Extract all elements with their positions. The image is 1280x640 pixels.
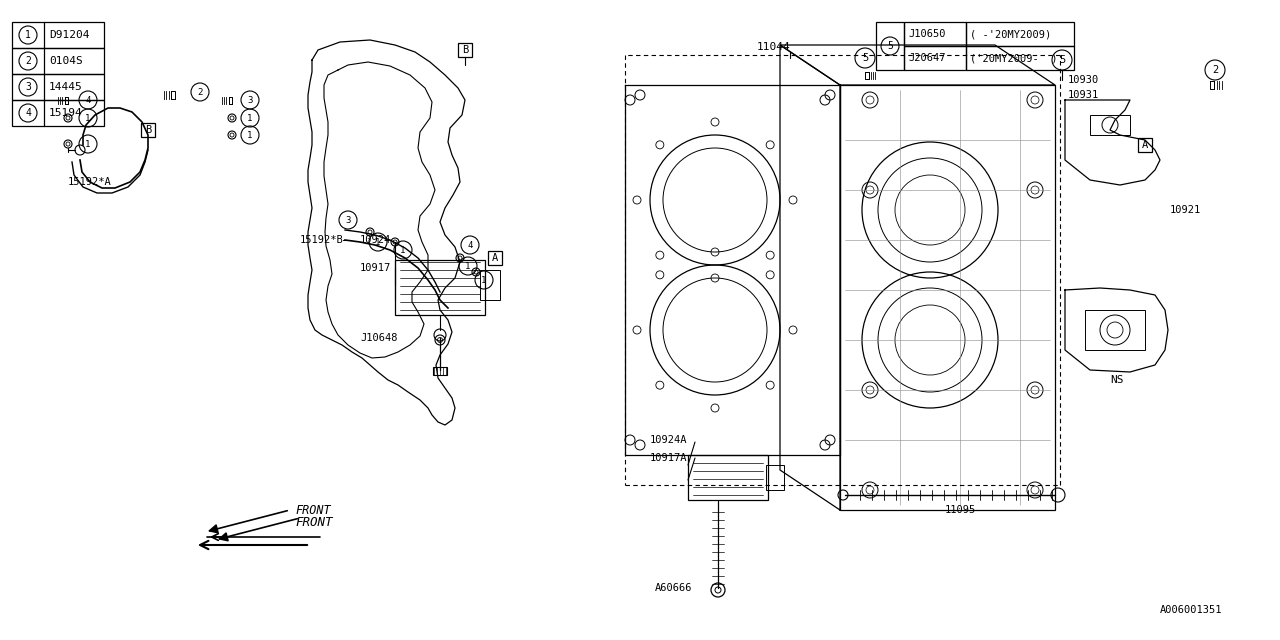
Text: 5: 5	[861, 53, 868, 63]
Text: 11095: 11095	[945, 505, 975, 515]
Text: B: B	[145, 125, 151, 135]
Bar	[12, 74, 104, 100]
Text: 1: 1	[247, 113, 252, 122]
Text: 4: 4	[86, 95, 91, 104]
Text: FRONT: FRONT	[294, 516, 333, 529]
Text: 1: 1	[401, 246, 406, 255]
Text: A60666: A60666	[655, 583, 692, 593]
Text: 15192*A: 15192*A	[68, 177, 111, 187]
Text: 10924: 10924	[360, 235, 392, 245]
Bar	[966, 46, 1074, 70]
Text: 2: 2	[1212, 65, 1219, 75]
Bar	[12, 100, 104, 126]
Text: 10921: 10921	[1170, 205, 1201, 215]
Text: 5: 5	[887, 41, 893, 51]
Text: J10650: J10650	[908, 29, 946, 39]
Text: 14445: 14445	[49, 82, 83, 92]
Text: 3: 3	[26, 82, 31, 92]
Text: D91204: D91204	[49, 30, 90, 40]
Text: 10917A: 10917A	[650, 453, 687, 463]
Bar	[458, 43, 472, 57]
Text: 1: 1	[26, 30, 31, 40]
Text: 1: 1	[466, 262, 471, 271]
Text: 1: 1	[86, 140, 91, 148]
Text: B: B	[462, 45, 468, 55]
Text: 1: 1	[375, 237, 380, 246]
Bar	[904, 22, 966, 46]
Text: 1: 1	[481, 275, 486, 285]
Bar	[1085, 310, 1146, 350]
Bar	[689, 455, 768, 500]
Bar	[966, 22, 1074, 46]
Text: J10648: J10648	[360, 333, 398, 343]
Text: 2: 2	[197, 88, 202, 97]
Text: 10924A: 10924A	[650, 435, 687, 445]
Text: A: A	[1142, 140, 1148, 150]
Text: 0104S: 0104S	[49, 56, 83, 66]
Bar	[1138, 138, 1152, 152]
Bar	[396, 260, 485, 315]
Bar	[765, 465, 785, 490]
Text: 5: 5	[1059, 55, 1065, 65]
Text: 3: 3	[247, 95, 252, 104]
Text: 10931: 10931	[1068, 90, 1100, 100]
Text: 3: 3	[346, 216, 351, 225]
Text: ('20MY2009-  ): ('20MY2009- )	[970, 53, 1057, 63]
Text: ( -'20MY2009): ( -'20MY2009)	[970, 29, 1051, 39]
Bar	[433, 367, 447, 375]
Text: NS: NS	[1110, 375, 1124, 385]
Text: 10917: 10917	[360, 263, 392, 273]
Bar	[12, 22, 104, 48]
Text: J20647: J20647	[908, 53, 946, 63]
Text: 11044: 11044	[756, 42, 791, 52]
Bar	[12, 48, 104, 74]
Text: 1: 1	[86, 113, 91, 122]
Text: A: A	[492, 253, 498, 263]
Bar	[480, 270, 500, 300]
Bar	[876, 22, 904, 70]
Text: 10930: 10930	[1068, 75, 1100, 85]
Text: A006001351: A006001351	[1160, 605, 1222, 615]
Text: FRONT: FRONT	[294, 504, 330, 516]
Text: 15192*B: 15192*B	[300, 235, 344, 245]
Bar	[1091, 115, 1130, 135]
Text: 4: 4	[467, 241, 472, 250]
Bar	[904, 46, 966, 70]
Text: 1: 1	[247, 131, 252, 140]
Bar	[141, 123, 155, 137]
Text: 2: 2	[26, 56, 31, 66]
Bar	[488, 251, 502, 265]
Bar	[840, 85, 1055, 510]
Text: 15194: 15194	[49, 108, 83, 118]
Text: 4: 4	[26, 108, 31, 118]
